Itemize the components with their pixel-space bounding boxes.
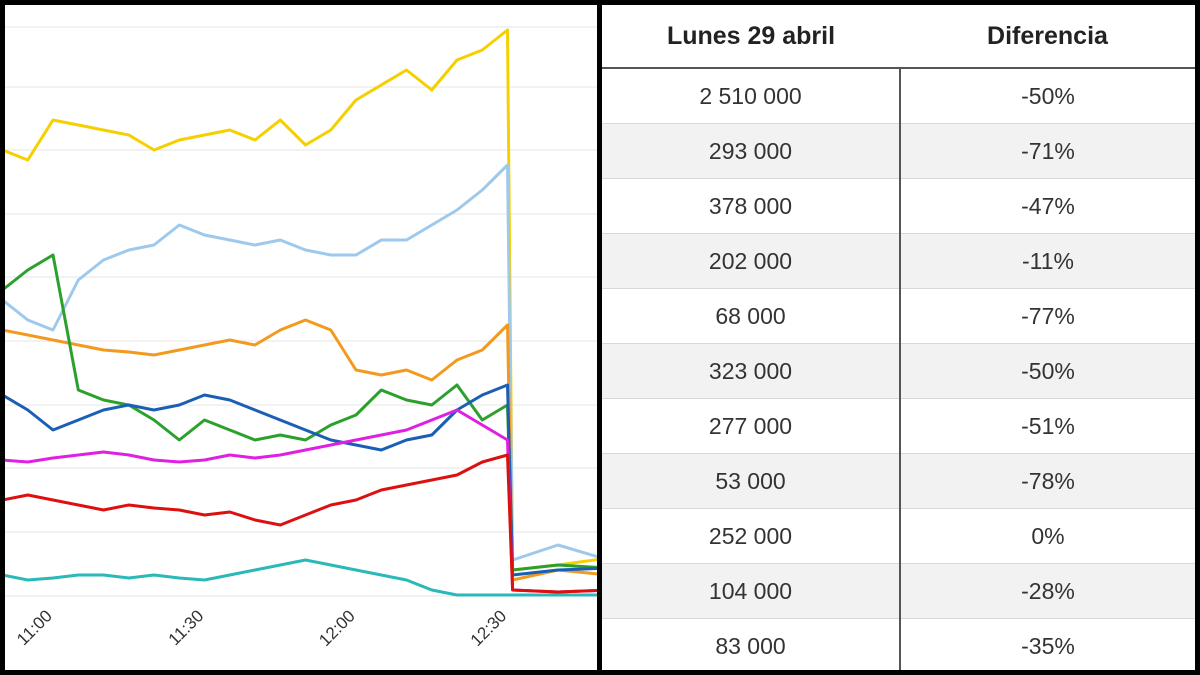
cell-difference: -51% [900,398,1195,454]
cell-difference: 0% [900,508,1195,564]
data-table-panel: Lunes 29 abril Diferencia 2 510 000 -50% 2… [602,5,1195,670]
series-line [5,558,597,597]
x-tick-label: 11:30 [165,606,208,649]
cell-value: 83 000 [602,618,901,670]
cell-difference: -78% [900,453,1195,509]
cell-difference: -77% [900,288,1195,344]
cell-value: 68 000 [602,288,901,344]
cell-difference: -28% [900,563,1195,619]
table-row: 83 000 -35% [602,618,1195,670]
table-row: 252 000 0% [602,508,1195,564]
cell-value: 104 000 [602,563,901,619]
cell-value: 378 000 [602,178,901,234]
cell-value: 2 510 000 [602,68,901,124]
table-header-row: Lunes 29 abril Diferencia [602,5,1195,69]
cell-value: 252 000 [602,508,901,564]
table-row: 2 510 000 -50% [602,68,1195,124]
table-row: 68 000 -77% [602,288,1195,344]
series-line [5,253,597,572]
cell-difference: -50% [900,68,1195,124]
table-row: 277 000 -51% [602,398,1195,454]
data-table: Lunes 29 abril Diferencia 2 510 000 -50% 2… [602,5,1195,670]
table-row: 293 000 -71% [602,123,1195,179]
x-tick-label: 12:30 [467,606,511,650]
header-difference: Diferencia [900,5,1195,69]
cell-difference: -71% [900,123,1195,179]
series-line [5,383,597,577]
cell-difference: -47% [900,178,1195,234]
cell-value: 53 000 [602,453,901,509]
cell-value: 323 000 [602,343,901,399]
table-row: 378 000 -47% [602,178,1195,234]
table-row: 53 000 -78% [602,453,1195,509]
header-date: Lunes 29 abril [602,5,900,69]
table-row: 104 000 -28% [602,563,1195,619]
x-tick-label: 12:00 [315,606,359,650]
cell-difference: -50% [900,343,1195,399]
table-row: 323 000 -50% [602,343,1195,399]
x-tick-label: 11:00 [13,606,56,649]
series-line [5,453,597,594]
series-line [5,318,597,582]
cell-value: 202 000 [602,233,901,289]
cell-value: 293 000 [602,123,901,179]
cell-difference: -35% [900,618,1195,670]
cell-difference: -11% [900,233,1195,289]
cell-value: 277 000 [602,398,901,454]
series-line [5,28,597,572]
series-line [5,408,597,594]
table-row: 202 000 -11% [602,233,1195,289]
series-line [5,163,597,562]
